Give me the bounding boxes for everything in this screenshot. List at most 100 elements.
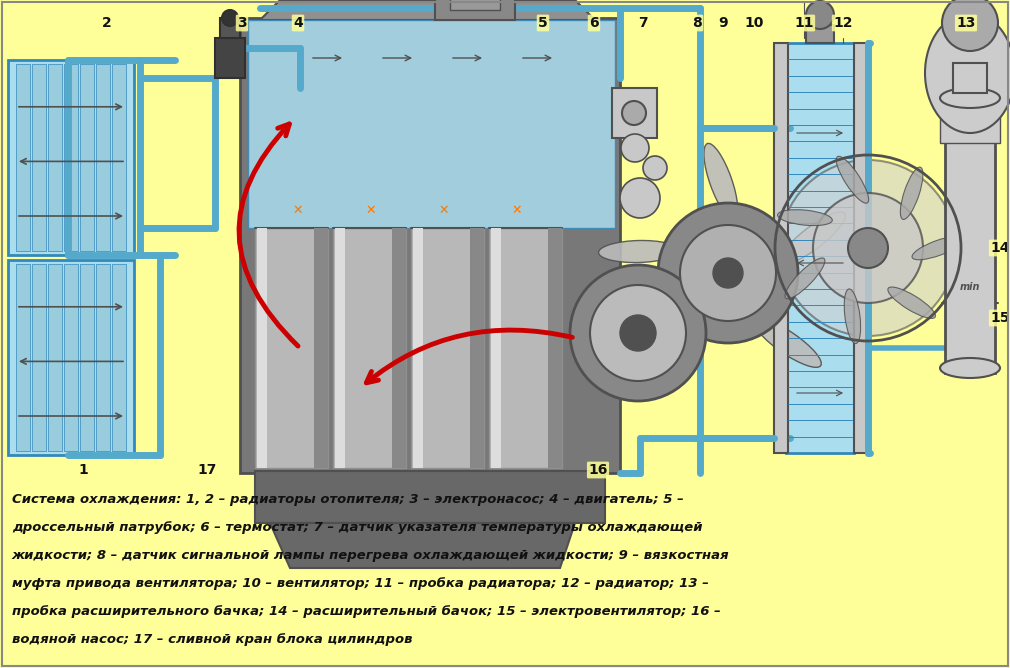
Ellipse shape [925, 13, 1010, 133]
Bar [413, 228, 423, 468]
Ellipse shape [785, 258, 825, 299]
Text: 1: 1 [78, 463, 88, 477]
Bar [314, 228, 328, 468]
Text: ✕: ✕ [293, 204, 303, 216]
Bar [806, 25, 834, 43]
Text: дроссельный патрубок; 6 – термостат; 7 – датчик указателя температуры охлаждающе: дроссельный патрубок; 6 – термостат; 7 –… [12, 521, 703, 534]
Bar [96, 64, 110, 251]
Bar [16, 64, 30, 251]
Text: 15: 15 [990, 311, 1010, 325]
Text: min: min [960, 282, 981, 292]
Circle shape [942, 0, 998, 51]
Ellipse shape [599, 240, 679, 263]
Bar [450, 0, 500, 10]
Circle shape [621, 134, 649, 162]
Bar [945, 103, 995, 373]
Bar [255, 471, 605, 523]
Bar [333, 228, 406, 468]
Text: 7: 7 [638, 16, 647, 30]
Text: Система охлаждения: 1, 2 – радиаторы отопителя; 3 – электронасос; 4 – двигатель;: Система охлаждения: 1, 2 – радиаторы ото… [12, 493, 684, 506]
Text: ✕: ✕ [438, 204, 449, 216]
Circle shape [590, 285, 686, 381]
Bar [96, 264, 110, 451]
Polygon shape [270, 523, 575, 568]
Bar [64, 264, 78, 451]
Text: 14: 14 [990, 241, 1010, 255]
Circle shape [620, 315, 656, 351]
Text: 5: 5 [538, 16, 547, 30]
Circle shape [222, 10, 238, 26]
Bar [786, 43, 854, 453]
Bar [215, 38, 245, 78]
Bar [112, 264, 126, 451]
Text: 8: 8 [692, 16, 702, 30]
Bar [470, 228, 484, 468]
Bar [335, 228, 345, 468]
Bar [8, 60, 134, 255]
Polygon shape [248, 20, 615, 228]
Text: 3: 3 [237, 16, 246, 30]
Ellipse shape [888, 287, 935, 319]
Bar [16, 264, 30, 451]
Text: 6: 6 [589, 16, 599, 30]
Polygon shape [260, 0, 595, 20]
Text: жидкости; 8 – датчик сигнальной лампы перегрева охлаждающей жидкости; 9 – вязкос: жидкости; 8 – датчик сигнальной лампы пе… [12, 549, 729, 562]
Text: водяной насос; 17 – сливной кран блока цилиндров: водяной насос; 17 – сливной кран блока ц… [12, 633, 412, 646]
Ellipse shape [940, 88, 1000, 108]
Bar [64, 64, 78, 251]
Bar [220, 18, 240, 38]
Bar [112, 64, 126, 251]
Circle shape [680, 225, 776, 321]
Bar [548, 228, 562, 468]
Bar [411, 228, 484, 468]
Text: 11: 11 [794, 16, 814, 30]
Bar [489, 228, 562, 468]
Bar [240, 18, 620, 473]
Bar [774, 43, 788, 453]
Bar [80, 64, 94, 251]
Circle shape [713, 258, 743, 288]
Bar [392, 228, 406, 468]
Ellipse shape [940, 358, 1000, 378]
Bar [80, 264, 94, 451]
Bar [32, 264, 46, 451]
Text: ✕: ✕ [512, 204, 522, 216]
Bar [32, 64, 46, 251]
Bar [48, 264, 62, 451]
Text: 9: 9 [718, 16, 728, 30]
Bar [953, 63, 987, 93]
Ellipse shape [900, 167, 923, 220]
Circle shape [620, 178, 660, 218]
Circle shape [780, 160, 956, 336]
Bar [255, 228, 328, 468]
Bar [491, 228, 501, 468]
Text: 12: 12 [833, 16, 852, 30]
Ellipse shape [778, 210, 832, 226]
Circle shape [622, 101, 646, 125]
Bar [8, 260, 134, 455]
Ellipse shape [704, 144, 737, 219]
Bar [940, 103, 1000, 143]
Bar [257, 228, 267, 468]
Bar [612, 88, 656, 138]
Text: 13: 13 [956, 16, 976, 30]
Text: 17: 17 [197, 463, 217, 477]
Circle shape [806, 1, 834, 29]
Circle shape [570, 265, 706, 401]
Text: ✕: ✕ [366, 204, 377, 216]
Text: 10: 10 [744, 16, 764, 30]
Text: муфта привода вентилятора; 10 – вентилятор; 11 – пробка радиатора; 12 – радиатор: муфта привода вентилятора; 10 – вентилят… [12, 577, 709, 590]
Text: 16: 16 [588, 463, 608, 477]
Ellipse shape [836, 156, 869, 203]
Ellipse shape [844, 289, 861, 343]
Text: пробка расширительного бачка; 14 – расширительный бачок; 15 – электровентилятор;: пробка расширительного бачка; 14 – расши… [12, 605, 721, 618]
Bar [435, 0, 515, 20]
Text: 4: 4 [293, 16, 303, 30]
Ellipse shape [665, 313, 696, 390]
Text: 2: 2 [102, 16, 112, 30]
Circle shape [848, 228, 888, 268]
Bar [48, 64, 62, 251]
Circle shape [643, 156, 667, 180]
Ellipse shape [781, 212, 845, 264]
Ellipse shape [754, 319, 821, 367]
